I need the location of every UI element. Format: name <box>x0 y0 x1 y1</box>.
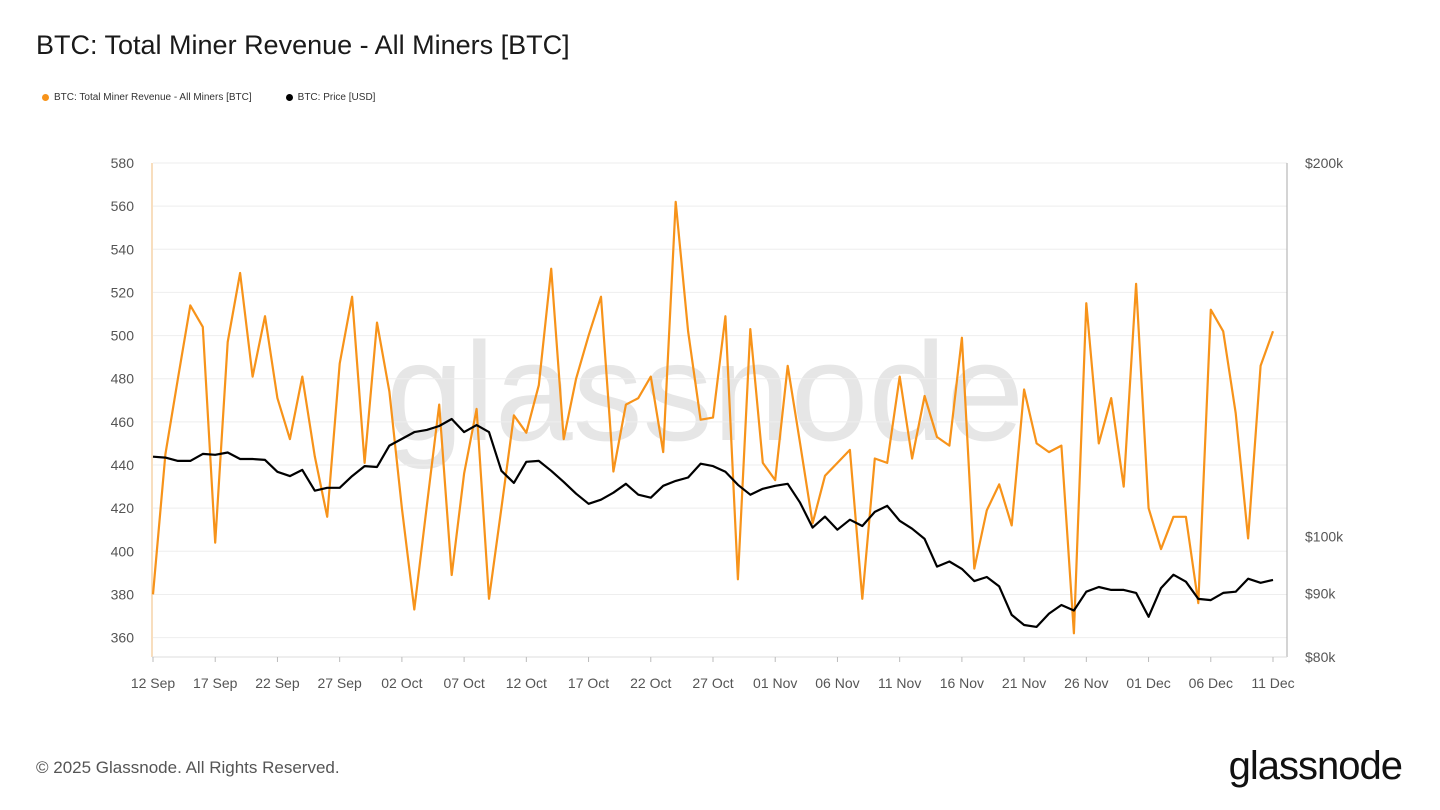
x-tick-label: 17 Oct <box>568 675 609 691</box>
legend-dot-icon <box>285 94 293 101</box>
y-left-tick-label: 400 <box>111 543 135 559</box>
x-tick-label: 01 Nov <box>753 675 797 691</box>
x-tick-label: 26 Nov <box>1064 675 1108 691</box>
x-tick-label: 27 Sep <box>317 675 362 691</box>
x-tick-label: 21 Nov <box>1002 675 1046 691</box>
y-right-tick-label: $90k <box>1305 585 1336 601</box>
x-tick-label: 06 Nov <box>815 675 859 691</box>
x-tick-label: 02 Oct <box>381 675 422 691</box>
y-left-tick-label: 420 <box>111 500 135 516</box>
legend-label: BTC: Total Miner Revenue - All Miners [B… <box>54 92 252 103</box>
x-tick-label: 01 Dec <box>1126 675 1170 691</box>
y-left-tick-label: 440 <box>111 457 135 473</box>
x-tick-label: 11 Dec <box>1251 675 1294 691</box>
x-tick-label: 22 Sep <box>255 675 300 691</box>
chart-title: BTC: Total Miner Revenue - All Miners [B… <box>36 30 570 60</box>
y-left-tick-label: 480 <box>111 371 135 387</box>
legend: BTC: Total Miner Revenue - All Miners [B… <box>42 92 375 103</box>
glassnode-logo[interactable]: glassnode <box>1228 744 1403 788</box>
y-left-tick-label: 500 <box>111 328 135 344</box>
y-left-tick-label: 560 <box>111 198 135 214</box>
y-left-tick-label: 380 <box>111 586 135 602</box>
y-left-tick-label: 460 <box>111 414 135 430</box>
x-tick-label: 27 Oct <box>692 675 733 691</box>
x-tick-label: 11 Nov <box>878 675 921 691</box>
x-tick-label: 12 Oct <box>506 675 547 691</box>
x-tick-label: 22 Oct <box>630 675 671 691</box>
axes: 360 380 400 420 440 460 480 500 520 540 560 580 $80k… <box>111 155 1345 691</box>
y-left-tick-label: 540 <box>111 241 135 257</box>
y-right-tick-label: $200k <box>1305 155 1344 171</box>
legend-item-price[interactable]: BTC: Price [USD] <box>285 92 376 103</box>
legend-label: BTC: Price [USD] <box>297 92 376 103</box>
legend-dot-icon <box>42 94 49 101</box>
watermark: glassnode <box>386 313 1024 470</box>
y-left-tick-label: 520 <box>111 284 135 300</box>
x-tick-label: 17 Sep <box>193 675 238 691</box>
x-tick-label: 12 Sep <box>131 675 176 691</box>
y-right-tick-label: $100k <box>1305 529 1344 545</box>
series <box>151 200 1275 635</box>
x-tick-label: 07 Oct <box>443 675 484 691</box>
copyright: © 2025 Glassnode. All Rights Reserved. <box>36 758 340 777</box>
y-left-tick-label: 580 <box>111 155 135 171</box>
y-left-tick-label: 360 <box>111 630 135 646</box>
grid <box>153 162 1287 639</box>
y-right-tick-label: $80k <box>1305 649 1336 665</box>
x-tick-label: 16 Nov <box>940 675 984 691</box>
legend-item-miner-revenue[interactable]: BTC: Total Miner Revenue - All Miners [B… <box>42 92 252 103</box>
x-tick-label: 06 Dec <box>1189 675 1233 691</box>
